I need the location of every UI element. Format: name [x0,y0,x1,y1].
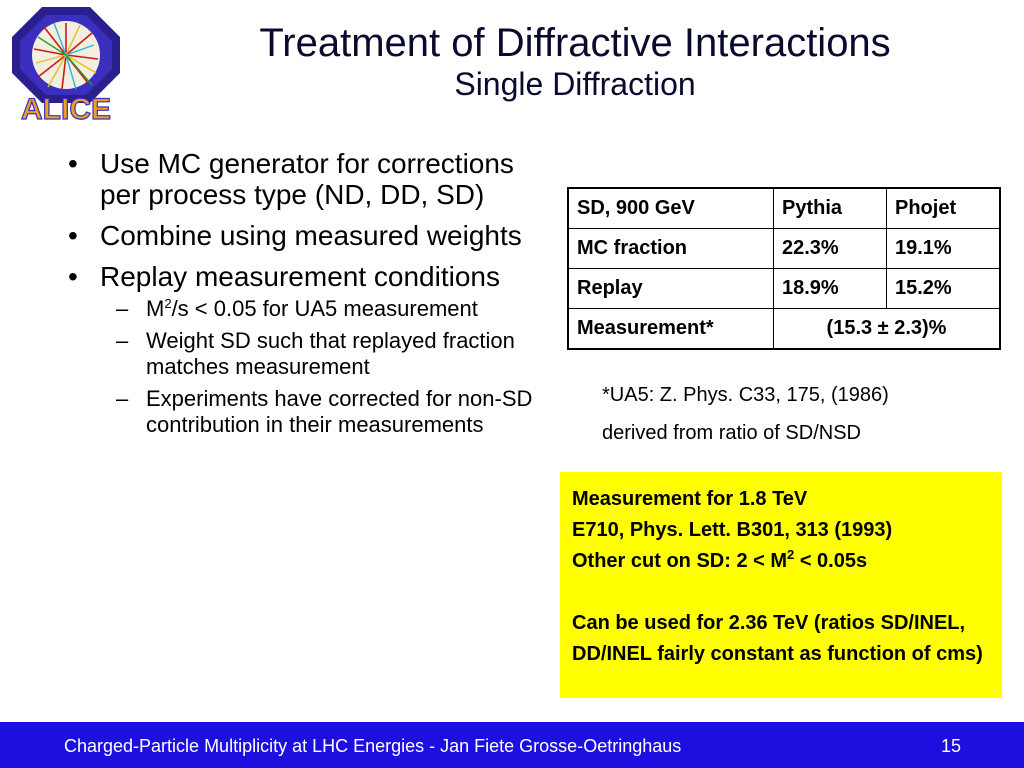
subbullet-item: – Experiments have corrected for non-SD … [60,386,550,438]
bullet-marker: • [68,220,78,251]
highlight-line: Can be used for 2.36 TeV (ratios SD/INEL… [572,612,983,665]
bullet-item: • Use MC generator for corrections per p… [60,148,550,210]
alice-logo-icon: ALICE [4,3,128,127]
footer-text: Charged-Particle Multiplicity at LHC Ene… [64,736,682,756]
table-cell: 15.2% [886,268,1001,309]
page-number: 15 [941,736,962,756]
subbullet-marker: – [116,296,129,321]
slide-title: Treatment of Diffractive Interactions [259,21,891,65]
subbullet-text: M2/s < 0.05 for UA5 measurement [146,296,478,321]
highlight-line: Measurement for 1.8 TeV [572,488,808,510]
sd-fraction-table: SD, 900 GeV Pythia Phojet MC fraction 22… [567,187,1001,350]
table-header-row: SD, 900 GeV Pythia Phojet [567,187,1001,229]
bullet-list: • Use MC generator for corrections per p… [60,148,550,444]
subbullet-marker: – [116,386,129,411]
bullet-text: Combine using measured weights [100,220,522,251]
reference-note: *UA5: Z. Phys. C33, 175, (1986) derived … [602,376,889,452]
table-header-cell: SD, 900 GeV [567,187,774,229]
table-cell-merged: (15.3 ± 2.3)% [773,308,1001,350]
svg-text:ALICE: ALICE [21,93,111,121]
table-cell: 22.3% [773,228,887,269]
slide-subtitle: Single Diffraction [454,66,696,102]
table-header-cell: Phojet [886,187,1001,229]
table-header-cell: Pythia [773,187,887,229]
subbullet-item: – Weight SD such that replayed fraction … [60,328,550,380]
table-row: Measurement* (15.3 ± 2.3)% [567,308,1001,350]
table-cell: Replay [567,268,774,309]
subbullet-item: – M2/s < 0.05 for UA5 measurement [60,296,550,322]
table-row: Replay 18.9% 15.2% [567,268,1001,309]
subbullet-text: Weight SD such that replayed fraction ma… [146,328,515,379]
subbullet-marker: – [116,328,129,353]
table-row: MC fraction 22.3% 19.1% [567,228,1001,269]
table-cell: Measurement* [567,308,774,350]
table-cell: MC fraction [567,228,774,269]
highlight-box: Measurement for 1.8 TeV E710, Phys. Lett… [560,472,1002,698]
bullet-text: Use MC generator for corrections per pro… [100,148,514,210]
table-cell: 19.1% [886,228,1001,269]
bullet-item: • Replay measurement conditions [60,261,550,292]
reference-line: derived from ratio of SD/NSD [602,422,861,444]
subbullet-text: Experiments have corrected for non-SD co… [146,386,533,437]
highlight-line: E710, Phys. Lett. B301, 313 (1993) [572,519,893,541]
title-area: Treatment of Diffractive Interactions Si… [130,20,1020,102]
table-cell: 18.9% [773,268,887,309]
bullet-marker: • [68,148,78,179]
bullet-marker: • [68,261,78,292]
highlight-line: Other cut on SD: 2 < M2 < 0.05s [572,547,868,572]
bullet-item: • Combine using measured weights [60,220,550,251]
footer-bar: Charged-Particle Multiplicity at LHC Ene… [0,722,1024,768]
reference-line: *UA5: Z. Phys. C33, 175, (1986) [602,384,889,406]
bullet-text: Replay measurement conditions [100,261,500,292]
